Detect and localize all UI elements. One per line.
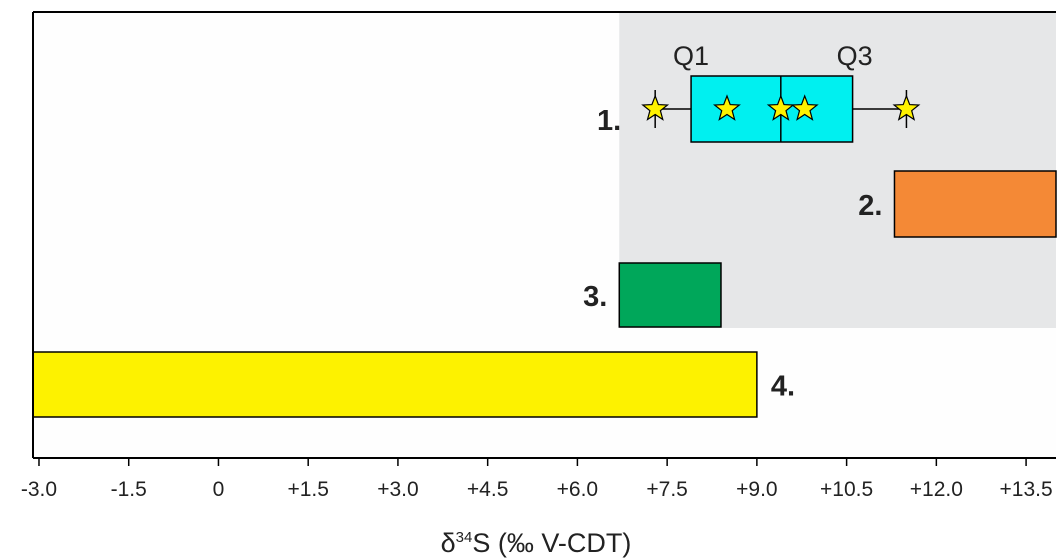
iqr-box <box>690 75 854 143</box>
range-bar-3 <box>618 262 722 328</box>
x-tick-label: +4.5 <box>467 478 508 501</box>
range-bar-2 <box>893 170 1057 238</box>
data-point-star <box>766 94 795 121</box>
row-label-2: 2. <box>858 190 882 222</box>
row-label-3: 3. <box>583 281 607 313</box>
x-tick-label: +3.0 <box>377 478 418 501</box>
x-tick-label: +7.5 <box>646 478 687 501</box>
data-point-star <box>790 94 819 121</box>
x-tick-label: +9.0 <box>736 478 777 501</box>
row-label-4: 4. <box>771 371 795 403</box>
data-point-star <box>641 94 670 121</box>
q1-label: Q1 <box>673 41 709 71</box>
x-tick-label: -3.0 <box>21 478 57 501</box>
data-point-star <box>712 94 741 121</box>
x-tick-label: +13.5 <box>1000 478 1053 501</box>
data-point-star <box>892 94 921 121</box>
q3-label: Q3 <box>837 41 873 71</box>
x-tick-label: +6.0 <box>557 478 598 501</box>
x-tick-label: -1.5 <box>111 478 147 501</box>
x-tick-label: +1.5 <box>287 478 328 501</box>
x-tick-label: 0 <box>213 478 225 501</box>
x-axis-title: δ34S (‰ V-CDT) <box>441 528 632 558</box>
x-tick-label: +10.5 <box>820 478 873 501</box>
x-tick-label: +12.0 <box>910 478 963 501</box>
range-bar-4 <box>32 351 758 418</box>
row-label-1: 1. <box>597 105 621 137</box>
